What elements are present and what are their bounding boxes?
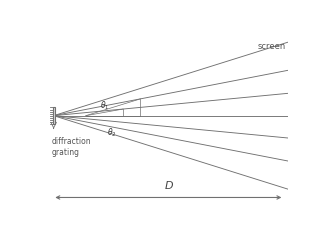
Text: $\theta_1$: $\theta_1$ <box>100 100 109 112</box>
Text: diffraction
grating: diffraction grating <box>51 137 91 158</box>
Text: $D$: $D$ <box>164 179 174 191</box>
Bar <box>53 108 55 124</box>
Text: screen: screen <box>257 42 285 50</box>
Text: $\theta_2$: $\theta_2$ <box>107 126 116 139</box>
